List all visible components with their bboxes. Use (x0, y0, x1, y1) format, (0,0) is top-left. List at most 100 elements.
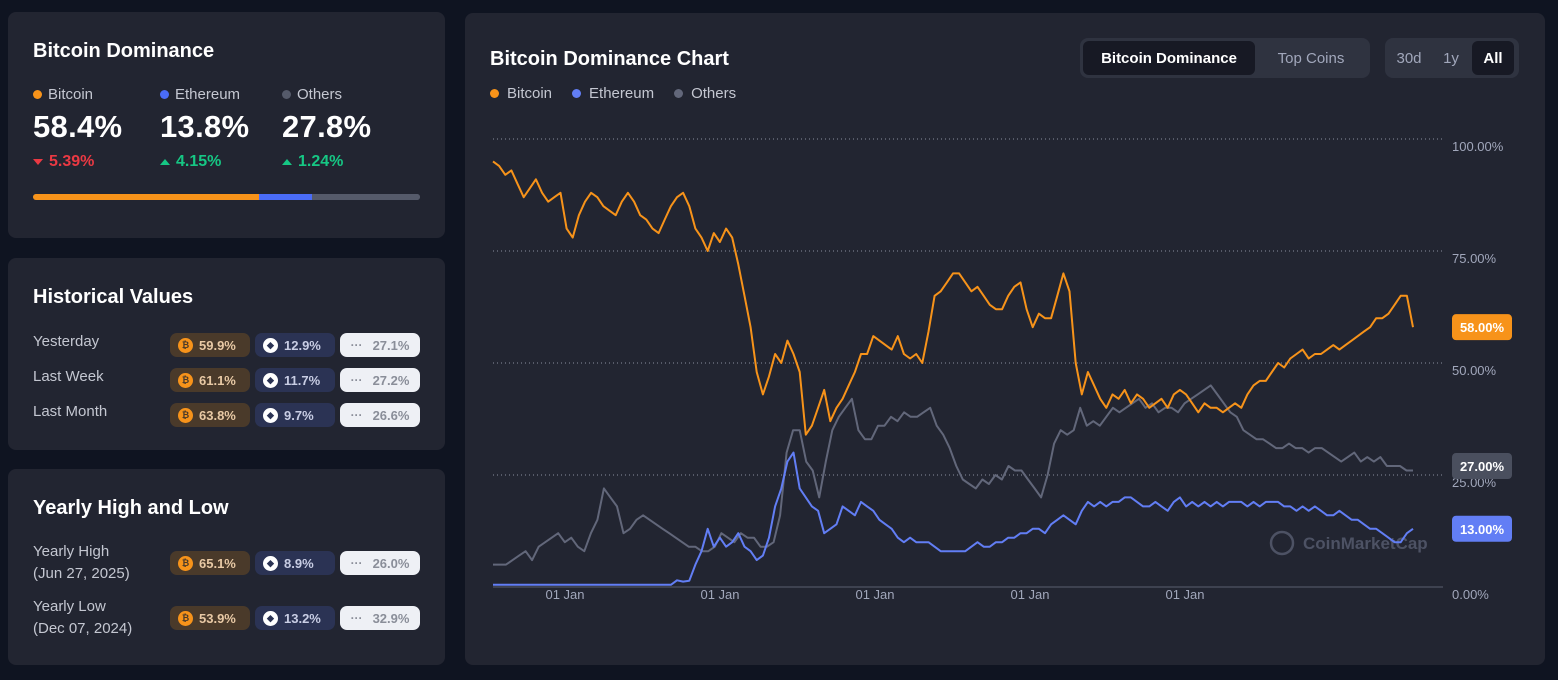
others-pill: ··· 26.0% (340, 551, 420, 575)
yearly-row-date: (Dec 07, 2024) (33, 620, 133, 637)
dominance-bitcoin: Bitcoin 58.4% 5.39% (33, 86, 122, 171)
btc-value: 61.1% (199, 372, 236, 388)
progress-segment-bitcoin (33, 194, 259, 200)
others-pill: ··· 26.6% (340, 403, 420, 427)
yearly-row-label: Yearly High (Jun 27, 2025) (33, 541, 130, 585)
btc-value: 65.1% (199, 555, 236, 571)
btc-value: 63.8% (199, 407, 236, 423)
x-tick-label: 01 Jan (1165, 587, 1204, 602)
yearly-title: Yearly High and Low (33, 497, 229, 519)
yearly-row-title: Yearly High (33, 543, 110, 560)
range-1y-button[interactable]: 1y (1443, 49, 1459, 67)
others-value: 32.9% (372, 610, 410, 626)
eth-pill: ◆ 8.9% (255, 551, 335, 575)
dominance-ethereum-label: Ethereum (175, 86, 241, 103)
ethereum-icon: ◆ (263, 610, 278, 626)
bitcoin-icon: ₿ (178, 372, 193, 388)
btc-pill: ₿ 65.1% (170, 551, 250, 575)
range-30d-button[interactable]: 30d (1396, 49, 1422, 67)
legend-label: Others (691, 85, 737, 102)
yearly-row-label: Yearly Low (Dec 07, 2024) (33, 596, 132, 640)
eth-pill: ◆ 9.7% (255, 403, 335, 427)
eth-value: 13.2% (284, 610, 321, 626)
dominance-others: Others 27.8% 1.24% (282, 86, 371, 171)
others-pill: ··· 27.1% (340, 333, 420, 357)
last-value-badge-others: 27.00% (1452, 453, 1512, 480)
tab-bitcoin-dominance[interactable]: Bitcoin Dominance (1083, 41, 1255, 75)
badge-bg (1452, 515, 1512, 542)
badge-bg (1452, 314, 1512, 341)
others-value: 26.0% (372, 555, 410, 571)
x-tick-label: 01 Jan (700, 587, 739, 602)
badge-label: 13.00% (1460, 522, 1505, 537)
yearly-high-low-card: Yearly High and Low Yearly High (Jun 27, … (8, 469, 445, 665)
ethereum-dot-icon (572, 89, 582, 98)
legend-bitcoin[interactable]: Bitcoin (490, 85, 552, 102)
badge-label: 58.00% (1460, 320, 1505, 335)
y-tick-label: 50.00% (1452, 363, 1497, 378)
series-line-ethereum (493, 451, 1414, 586)
historical-row-label: Last Week (33, 368, 104, 385)
chart-legend: Bitcoin Ethereum Others (490, 85, 736, 102)
ethereum-icon: ◆ (263, 372, 278, 388)
legend-others[interactable]: Others (674, 85, 736, 102)
yearly-row: Yearly High (Jun 27, 2025) ₿ 65.1% ◆ 8.9% ·… (33, 541, 423, 585)
eth-value: 9.7% (284, 407, 314, 423)
ethereum-icon: ◆ (263, 337, 278, 353)
badge-label: 27.00% (1460, 459, 1505, 474)
bitcoin-icon: ₿ (178, 337, 193, 353)
ethereum-dot-icon (160, 90, 169, 99)
dominance-others-label: Others (297, 86, 343, 103)
y-tick-label: 0.00% (1452, 587, 1489, 602)
yearly-row-date: (Jun 27, 2025) (33, 565, 130, 582)
others-icon: ··· (350, 408, 363, 422)
btc-pill: ₿ 61.1% (170, 368, 250, 392)
ethereum-icon: ◆ (263, 407, 278, 423)
coinmarketcap-logo-icon (1269, 530, 1295, 556)
view-toggle: Bitcoin Dominance Top Coins (1080, 38, 1370, 78)
legend-label: Ethereum (589, 85, 655, 102)
progress-segment-others (312, 194, 420, 200)
dominance-ethereum-change: 4.15% (176, 153, 222, 170)
eth-value: 11.7% (284, 372, 321, 388)
arrow-down-icon (33, 159, 43, 165)
dominance-chart: 100.00%75.00%50.00%25.00%0.00%01 Jan 01 J… (492, 138, 1512, 602)
historical-row: Last Month ₿ 63.8% ◆ 9.7% ··· 26.6% (33, 403, 423, 427)
others-dot-icon (674, 89, 684, 98)
historical-values-card: Historical Values Yesterday ₿ 59.9% ◆ 12.9… (8, 258, 445, 450)
badge-bg (1452, 453, 1512, 480)
eth-value: 12.9% (284, 337, 321, 353)
btc-pill: ₿ 63.8% (170, 403, 250, 427)
series-line-bitcoin (492, 160, 1414, 436)
y-tick-label: 100.00% (1452, 139, 1504, 154)
others-dot-icon (282, 90, 291, 99)
dominance-title: Bitcoin Dominance (33, 40, 215, 62)
others-value: 27.1% (372, 337, 410, 353)
others-pill: ··· 32.9% (340, 606, 420, 630)
tab-top-coins[interactable]: Top Coins (1277, 49, 1345, 67)
coinmarketcap-watermark: CoinMarketCap (1269, 530, 1428, 556)
dominance-bitcoin-value: 58.4% (33, 109, 123, 144)
btc-pill: ₿ 53.9% (170, 606, 250, 630)
eth-pill: ◆ 11.7% (255, 368, 335, 392)
others-icon: ··· (350, 373, 363, 387)
others-value: 26.6% (372, 407, 410, 423)
range-all-button[interactable]: All (1472, 41, 1514, 75)
range-toggle: 30d 1y All (1385, 38, 1519, 78)
bitcoin-icon: ₿ (178, 610, 193, 626)
dominance-progress-bar (33, 194, 420, 200)
historical-title: Historical Values (33, 286, 194, 308)
dominance-ethereum: Ethereum 13.8% 4.15% (160, 86, 249, 171)
eth-pill: ◆ 12.9% (255, 333, 335, 357)
ethereum-icon: ◆ (263, 555, 278, 571)
yearly-row: Yearly Low (Dec 07, 2024) ₿ 53.9% ◆ 13.2% ·… (33, 596, 423, 640)
watermark-text: CoinMarketCap (1303, 534, 1428, 553)
last-value-badge-ethereum: 13.00% (1452, 515, 1512, 542)
legend-ethereum[interactable]: Ethereum (572, 85, 654, 102)
others-icon: ··· (350, 611, 363, 625)
others-value: 27.2% (372, 372, 410, 388)
bitcoin-dot-icon (490, 89, 499, 98)
yearly-row-title: Yearly Low (33, 598, 106, 615)
last-value-badge-bitcoin: 58.00% (1452, 314, 1512, 341)
historical-row: Last Week ₿ 61.1% ◆ 11.7% ··· 27.2% (33, 368, 423, 392)
